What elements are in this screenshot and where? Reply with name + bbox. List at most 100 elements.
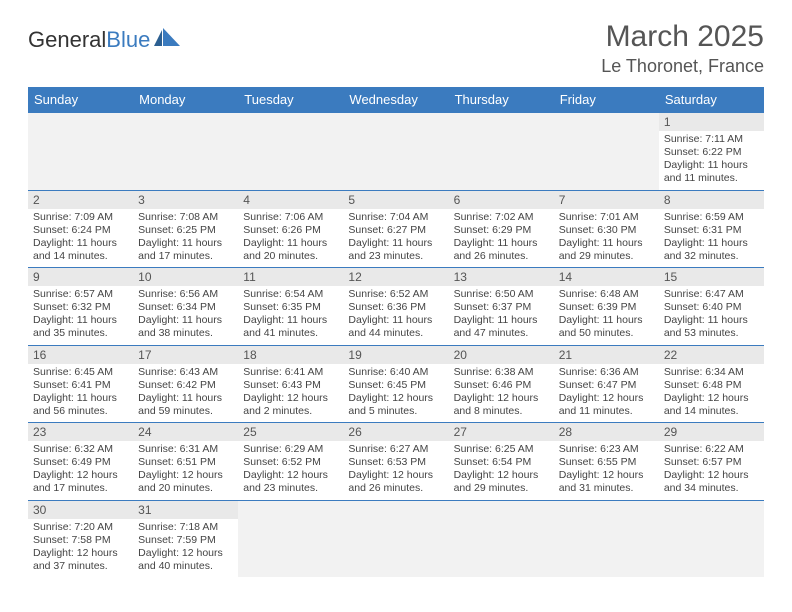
day-number: 28 <box>554 423 659 441</box>
day-cell: 25Sunrise: 6:29 AMSunset: 6:52 PMDayligh… <box>238 423 343 501</box>
day-cell: 11Sunrise: 6:54 AMSunset: 6:35 PMDayligh… <box>238 268 343 346</box>
day-body: Sunrise: 7:09 AMSunset: 6:24 PMDaylight:… <box>28 209 133 268</box>
month-title: March 2025 <box>601 20 764 54</box>
sunset-text: Sunset: 6:29 PM <box>454 224 549 237</box>
day-body: Sunrise: 6:36 AMSunset: 6:47 PMDaylight:… <box>554 364 659 423</box>
sunrise-text: Sunrise: 6:54 AM <box>243 288 338 301</box>
day-cell: 19Sunrise: 6:40 AMSunset: 6:45 PMDayligh… <box>343 345 448 423</box>
sunset-text: Sunset: 6:30 PM <box>559 224 654 237</box>
day-body: Sunrise: 7:01 AMSunset: 6:30 PMDaylight:… <box>554 209 659 268</box>
sunset-text: Sunset: 6:46 PM <box>454 379 549 392</box>
day-cell: 12Sunrise: 6:52 AMSunset: 6:36 PMDayligh… <box>343 268 448 346</box>
sunrise-text: Sunrise: 6:59 AM <box>664 211 759 224</box>
sunset-text: Sunset: 6:54 PM <box>454 456 549 469</box>
day-cell <box>238 113 343 191</box>
day-number: 16 <box>28 346 133 364</box>
day-body: Sunrise: 6:43 AMSunset: 6:42 PMDaylight:… <box>133 364 238 423</box>
sunset-text: Sunset: 6:26 PM <box>243 224 338 237</box>
day-number: 2 <box>28 191 133 209</box>
sunrise-text: Sunrise: 6:29 AM <box>243 443 338 456</box>
day-body: Sunrise: 6:23 AMSunset: 6:55 PMDaylight:… <box>554 441 659 500</box>
daylight-text: Daylight: 12 hours and 8 minutes. <box>454 392 549 418</box>
flag-icon <box>154 26 180 52</box>
daylight-text: Daylight: 11 hours and 26 minutes. <box>454 237 549 263</box>
sunrise-text: Sunrise: 6:52 AM <box>348 288 443 301</box>
sunset-text: Sunset: 6:47 PM <box>559 379 654 392</box>
day-body: Sunrise: 6:57 AMSunset: 6:32 PMDaylight:… <box>28 286 133 345</box>
calendar-table: Sunday Monday Tuesday Wednesday Thursday… <box>28 87 764 577</box>
day-number: 17 <box>133 346 238 364</box>
sunset-text: Sunset: 6:43 PM <box>243 379 338 392</box>
day-body: Sunrise: 6:40 AMSunset: 6:45 PMDaylight:… <box>343 364 448 423</box>
sunrise-text: Sunrise: 6:50 AM <box>454 288 549 301</box>
day-cell: 31Sunrise: 7:18 AMSunset: 7:59 PMDayligh… <box>133 500 238 577</box>
day-cell: 9Sunrise: 6:57 AMSunset: 6:32 PMDaylight… <box>28 268 133 346</box>
sunset-text: Sunset: 6:40 PM <box>664 301 759 314</box>
sunrise-text: Sunrise: 7:04 AM <box>348 211 443 224</box>
sunset-text: Sunset: 6:31 PM <box>664 224 759 237</box>
sunrise-text: Sunrise: 6:32 AM <box>33 443 128 456</box>
day-number: 18 <box>238 346 343 364</box>
daylight-text: Daylight: 11 hours and 59 minutes. <box>138 392 233 418</box>
day-cell: 4Sunrise: 7:06 AMSunset: 6:26 PMDaylight… <box>238 190 343 268</box>
day-cell: 23Sunrise: 6:32 AMSunset: 6:49 PMDayligh… <box>28 423 133 501</box>
sunset-text: Sunset: 6:37 PM <box>454 301 549 314</box>
day-cell <box>133 113 238 191</box>
sunset-text: Sunset: 6:48 PM <box>664 379 759 392</box>
daylight-text: Daylight: 12 hours and 11 minutes. <box>559 392 654 418</box>
day-cell <box>28 113 133 191</box>
day-number: 7 <box>554 191 659 209</box>
day-cell <box>659 500 764 577</box>
sunset-text: Sunset: 6:27 PM <box>348 224 443 237</box>
sunset-text: Sunset: 6:57 PM <box>664 456 759 469</box>
sunrise-text: Sunrise: 6:45 AM <box>33 366 128 379</box>
sunset-text: Sunset: 6:55 PM <box>559 456 654 469</box>
header: GeneralBlue March 2025 Le Thoronet, Fran… <box>28 20 764 77</box>
day-number: 10 <box>133 268 238 286</box>
day-number: 9 <box>28 268 133 286</box>
day-body: Sunrise: 6:29 AMSunset: 6:52 PMDaylight:… <box>238 441 343 500</box>
day-number: 29 <box>659 423 764 441</box>
daylight-text: Daylight: 11 hours and 23 minutes. <box>348 237 443 263</box>
day-body: Sunrise: 7:06 AMSunset: 6:26 PMDaylight:… <box>238 209 343 268</box>
day-body: Sunrise: 6:50 AMSunset: 6:37 PMDaylight:… <box>449 286 554 345</box>
sunrise-text: Sunrise: 7:09 AM <box>33 211 128 224</box>
day-cell: 30Sunrise: 7:20 AMSunset: 7:58 PMDayligh… <box>28 500 133 577</box>
sunset-text: Sunset: 6:53 PM <box>348 456 443 469</box>
daylight-text: Daylight: 12 hours and 34 minutes. <box>664 469 759 495</box>
sunset-text: Sunset: 6:42 PM <box>138 379 233 392</box>
daylight-text: Daylight: 11 hours and 53 minutes. <box>664 314 759 340</box>
sunset-text: Sunset: 6:49 PM <box>33 456 128 469</box>
day-cell: 22Sunrise: 6:34 AMSunset: 6:48 PMDayligh… <box>659 345 764 423</box>
sunset-text: Sunset: 6:35 PM <box>243 301 338 314</box>
day-body: Sunrise: 6:56 AMSunset: 6:34 PMDaylight:… <box>133 286 238 345</box>
day-number: 23 <box>28 423 133 441</box>
day-cell: 5Sunrise: 7:04 AMSunset: 6:27 PMDaylight… <box>343 190 448 268</box>
day-number: 30 <box>28 501 133 519</box>
daylight-text: Daylight: 12 hours and 37 minutes. <box>33 547 128 573</box>
daylight-text: Daylight: 11 hours and 17 minutes. <box>138 237 233 263</box>
day-cell: 6Sunrise: 7:02 AMSunset: 6:29 PMDaylight… <box>449 190 554 268</box>
sunrise-text: Sunrise: 7:01 AM <box>559 211 654 224</box>
brand-logo: GeneralBlue <box>28 20 180 54</box>
day-body: Sunrise: 6:48 AMSunset: 6:39 PMDaylight:… <box>554 286 659 345</box>
sunrise-text: Sunrise: 6:40 AM <box>348 366 443 379</box>
weekday-header: Monday <box>133 87 238 113</box>
day-number: 12 <box>343 268 448 286</box>
sunrise-text: Sunrise: 6:34 AM <box>664 366 759 379</box>
daylight-text: Daylight: 12 hours and 29 minutes. <box>454 469 549 495</box>
sunrise-text: Sunrise: 6:36 AM <box>559 366 654 379</box>
week-row: 16Sunrise: 6:45 AMSunset: 6:41 PMDayligh… <box>28 345 764 423</box>
weekday-header: Sunday <box>28 87 133 113</box>
day-body: Sunrise: 6:27 AMSunset: 6:53 PMDaylight:… <box>343 441 448 500</box>
sunset-text: Sunset: 6:52 PM <box>243 456 338 469</box>
sunset-text: Sunset: 6:51 PM <box>138 456 233 469</box>
title-block: March 2025 Le Thoronet, France <box>601 20 764 77</box>
sunrise-text: Sunrise: 6:57 AM <box>33 288 128 301</box>
day-cell: 8Sunrise: 6:59 AMSunset: 6:31 PMDaylight… <box>659 190 764 268</box>
day-cell: 18Sunrise: 6:41 AMSunset: 6:43 PMDayligh… <box>238 345 343 423</box>
day-body: Sunrise: 6:59 AMSunset: 6:31 PMDaylight:… <box>659 209 764 268</box>
day-cell <box>343 113 448 191</box>
day-cell: 15Sunrise: 6:47 AMSunset: 6:40 PMDayligh… <box>659 268 764 346</box>
day-cell: 10Sunrise: 6:56 AMSunset: 6:34 PMDayligh… <box>133 268 238 346</box>
